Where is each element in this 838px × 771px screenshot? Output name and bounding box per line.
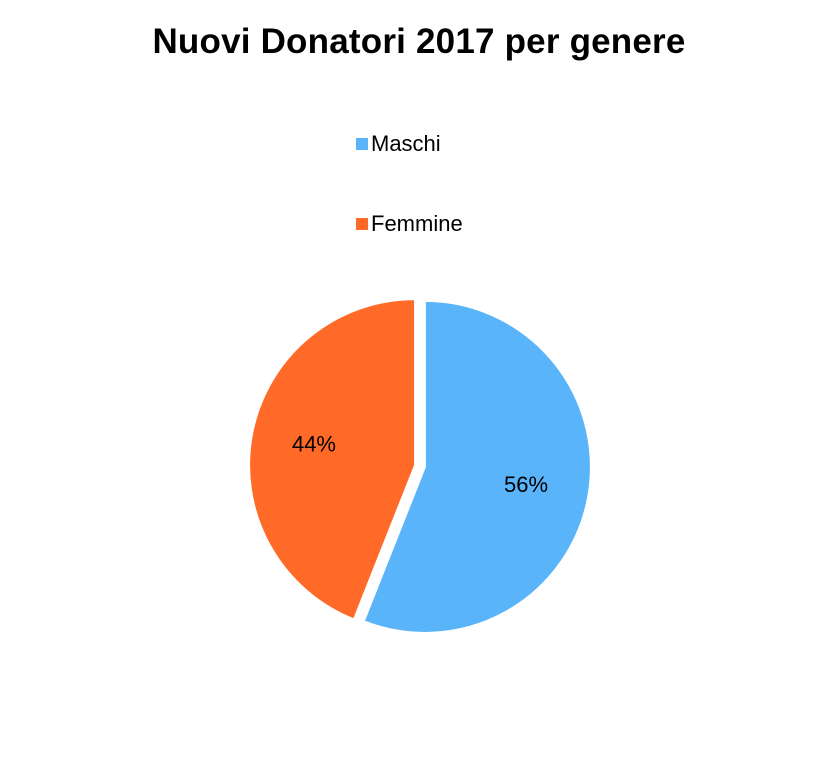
pie-slices — [248, 298, 592, 634]
slice-label-femmine: 44% — [292, 432, 336, 457]
slice-label-maschi: 56% — [504, 472, 548, 497]
legend-swatch-maschi — [356, 138, 368, 150]
legend-label-femmine: Femmine — [371, 211, 463, 236]
chart-legend: Maschi Femmine — [356, 128, 463, 288]
pie-slice-femmine — [248, 298, 417, 621]
legend-item-femmine: Femmine — [356, 208, 463, 240]
legend-label-maschi: Maschi — [371, 131, 441, 156]
pie-labels: 56% 44% — [292, 432, 548, 497]
chart-title: Nuovi Donatori 2017 per genere — [152, 22, 686, 61]
pie-slice-maschi — [362, 299, 592, 634]
legend-item-maschi: Maschi — [356, 128, 463, 160]
legend-swatch-femmine — [356, 218, 368, 230]
